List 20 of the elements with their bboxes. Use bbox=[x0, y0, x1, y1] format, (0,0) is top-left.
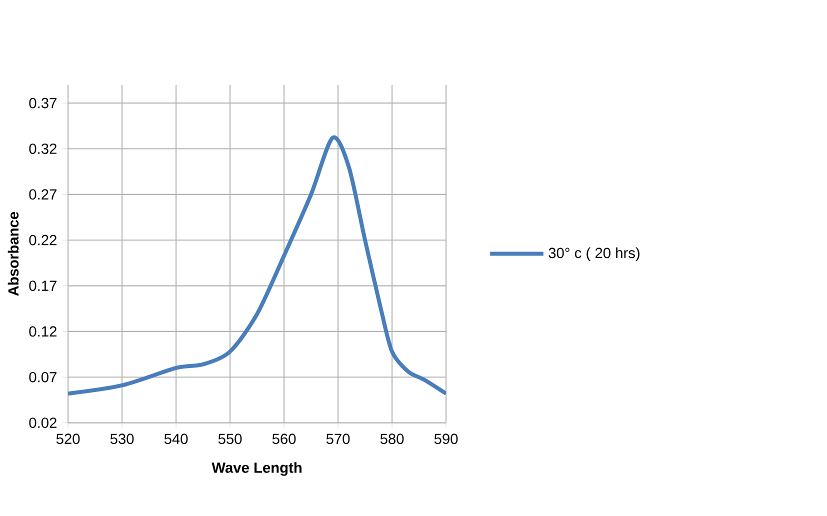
x-tick-label: 540 bbox=[164, 434, 188, 444]
x-tick-label: 570 bbox=[326, 434, 350, 444]
x-tick-label: 550 bbox=[218, 434, 242, 444]
y-tick-label: 0.07 bbox=[29, 372, 56, 382]
line-series bbox=[68, 136, 446, 396]
x-tick-label: 520 bbox=[56, 434, 80, 444]
y-tick-label: 0.27 bbox=[29, 189, 56, 200]
legend-label: 30° c ( 20 hrs) bbox=[548, 247, 640, 262]
y-axis-title: Absorbance bbox=[8, 212, 19, 296]
x-tick-label: 580 bbox=[380, 434, 404, 444]
x-tick-label: 560 bbox=[272, 434, 296, 444]
y-tick-label: 0.22 bbox=[29, 234, 56, 246]
y-tick-label: 0.32 bbox=[29, 144, 56, 154]
y-tick-label: 0.02 bbox=[29, 418, 56, 428]
y-tick-label: 0.37 bbox=[29, 98, 56, 108]
x-tick-label: 590 bbox=[434, 434, 458, 444]
x-axis-title: Wave Length bbox=[212, 462, 302, 476]
y-tick-label: 0.12 bbox=[29, 326, 56, 337]
x-tick-label: 530 bbox=[110, 434, 134, 444]
y-tick-label: 0.17 bbox=[29, 280, 56, 291]
